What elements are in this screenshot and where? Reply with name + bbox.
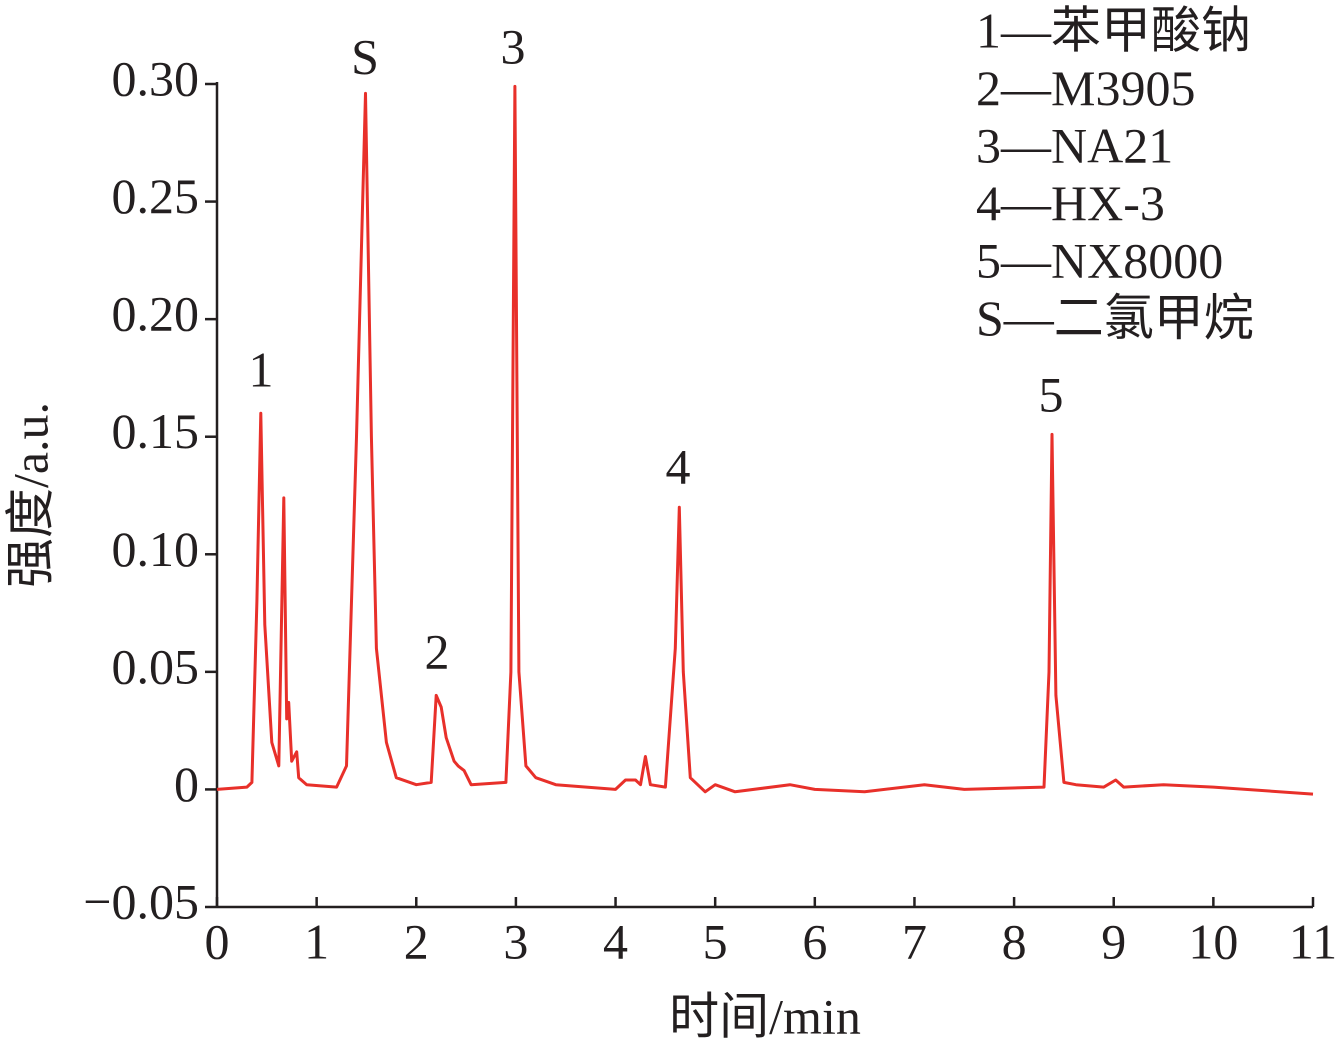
peak-label: 2 — [425, 623, 450, 679]
x-tick-label: 0 — [205, 913, 230, 969]
x-tick-label: 9 — [1101, 913, 1126, 969]
y-tick-label: 0.30 — [112, 50, 200, 106]
x-tick-label: 7 — [902, 913, 927, 969]
y-tick-label: 0.10 — [112, 521, 200, 577]
y-tick-label: −0.05 — [83, 873, 199, 929]
key-entry: 4—HX-3 — [976, 175, 1165, 231]
y-tick-label: 0.05 — [112, 638, 200, 694]
key-entry: 1—苯甲酸钠 — [976, 2, 1251, 58]
y-tick-label: 0.25 — [112, 168, 200, 224]
x-tick-label: 1 — [304, 913, 329, 969]
line — [216, 84, 1314, 796]
peak-label: S — [351, 28, 379, 84]
key-entry: 5—NX8000 — [976, 232, 1223, 288]
y-tick-label: 0.20 — [112, 286, 200, 342]
x-axis-label: 时间/min — [669, 988, 861, 1044]
peak-label: 3 — [501, 18, 526, 74]
x-tick-label: 4 — [603, 913, 628, 969]
key-entry: S—二氯甲烷 — [976, 290, 1254, 346]
key-entry: 3—NA21 — [976, 117, 1173, 173]
x-tick-label: 8 — [1002, 913, 1027, 969]
y-axis-label: 强度/a.u. — [2, 402, 58, 588]
x-tick-label: 6 — [802, 913, 827, 969]
y-tick-label: 0.15 — [112, 403, 200, 459]
x-tick-label: 10 — [1188, 913, 1238, 969]
peak-label: 1 — [249, 341, 274, 397]
key-entry: 2—M3905 — [976, 60, 1195, 116]
peak-label: 4 — [666, 438, 691, 494]
x-tick-label: 11 — [1289, 913, 1337, 969]
peak-label: 5 — [1039, 366, 1064, 422]
x-tick-label: 5 — [703, 913, 728, 969]
x-tick-label: 2 — [404, 913, 429, 969]
x-tick-label: 3 — [503, 913, 528, 969]
y-tick-label: 0 — [174, 756, 199, 812]
